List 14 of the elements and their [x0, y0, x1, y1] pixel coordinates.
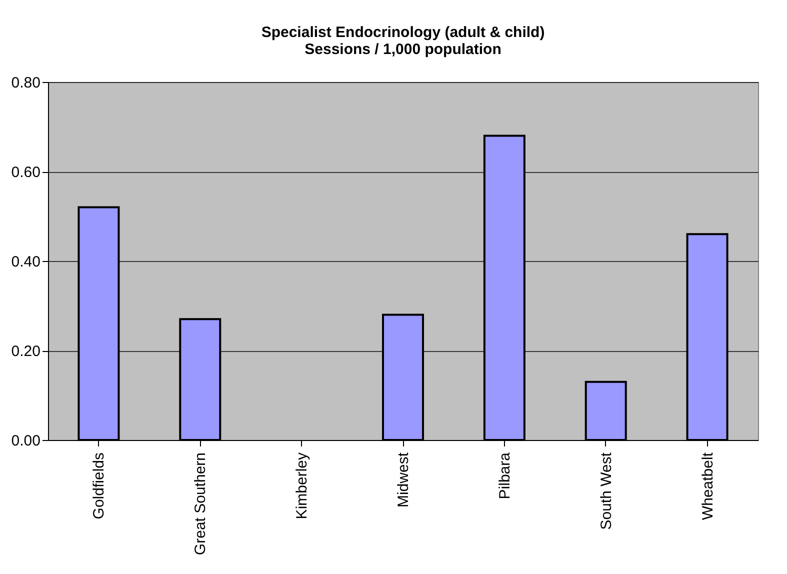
chart-title: Specialist Endocrinology (adult & child) — [261, 24, 545, 41]
y-tick-label: 0.80 — [11, 74, 40, 92]
y-tick-label: 0.00 — [11, 432, 40, 450]
y-tick-label: 0.40 — [11, 254, 40, 270]
x-tick-label: Midwest — [395, 452, 412, 508]
y-tick-label: 0.60 — [11, 164, 40, 181]
x-tick-label: Goldfields — [90, 452, 108, 520]
x-tick-label: South West — [598, 452, 615, 530]
x-tick-label: Pilbara — [496, 452, 514, 500]
x-tick-label: Great Southern — [192, 452, 210, 556]
x-tick-label: Wheatbelt — [699, 452, 716, 520]
y-tick-label: 0.20 — [11, 343, 40, 360]
chart-subtitle: Sessions / 1,000 population — [304, 41, 502, 58]
x-tick-label: Kimberley — [294, 452, 311, 520]
